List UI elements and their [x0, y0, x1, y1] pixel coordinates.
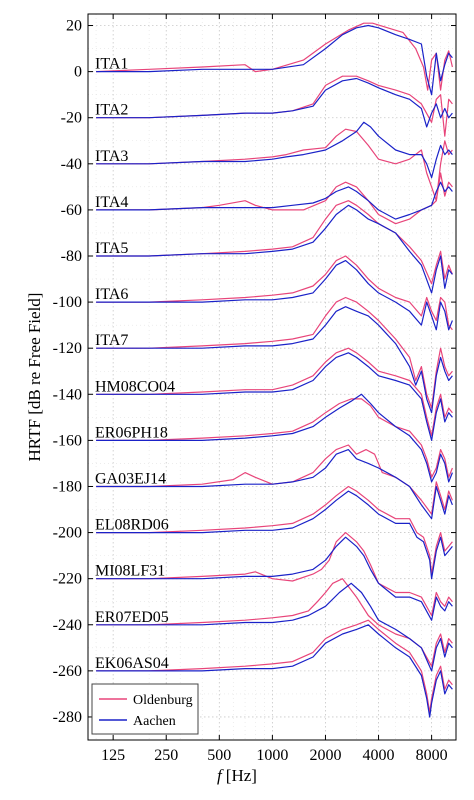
- curve-aachen-ga03ej14: [96, 449, 453, 520]
- y-tick-label: -60: [61, 202, 82, 219]
- subject-label-mi08lf31: MI08LF31: [95, 563, 165, 580]
- curve-oldenburg-ita6: [96, 255, 453, 331]
- curve-aachen-ita1: [96, 24, 453, 96]
- curve-oldenburg-ita1: [96, 22, 453, 91]
- subject-label-ita1: ITA1: [95, 56, 128, 73]
- legend: Oldenburg Aachen: [91, 683, 199, 735]
- curve-oldenburg-er06ph18: [96, 398, 453, 478]
- x-axis-unit: [Hz]: [226, 766, 257, 785]
- subject-label-ita6: ITA6: [95, 286, 128, 303]
- y-tick-label: -80: [61, 248, 82, 265]
- x-tick-label: 8000: [416, 747, 448, 764]
- curve-aachen-el08rd06: [96, 490, 453, 580]
- x-tick-label: 250: [154, 747, 178, 764]
- curve-aachen-ita7: [96, 306, 453, 414]
- curve-aachen-ek06as04: [96, 624, 453, 718]
- subject-label-er07ed05: ER07ED05: [95, 609, 169, 626]
- y-tick-label: -120: [53, 340, 82, 357]
- y-tick-label: -260: [53, 663, 82, 680]
- legend-label-aachen: Aachen: [133, 714, 176, 729]
- subject-label-er06ph18: ER06PH18: [95, 424, 168, 441]
- subject-label-ita4: ITA4: [95, 194, 128, 211]
- curve-oldenburg-ga03ej14: [96, 444, 453, 515]
- x-tick-label: 125: [101, 747, 125, 764]
- y-tick-label: -20: [61, 110, 82, 127]
- curve-aachen-ita2: [96, 77, 453, 128]
- subject-label-ga03ej14: GA03EJ14: [95, 470, 166, 487]
- y-tick-label: -280: [53, 709, 82, 726]
- y-tick-label: 0: [74, 64, 82, 81]
- x-axis-title: f [Hz]: [217, 766, 257, 785]
- subject-label-ita5: ITA5: [95, 240, 128, 257]
- curve-oldenburg-ita5: [96, 200, 453, 285]
- curve-aachen-ita4: [96, 181, 453, 220]
- y-axis-title: HRTF [dB re Free Field]: [25, 293, 44, 462]
- subject-label-hm08co04: HM08CO04: [95, 378, 175, 395]
- x-tick-label: 500: [207, 747, 231, 764]
- curve-oldenburg-el08rd06: [96, 485, 453, 575]
- curves: [96, 22, 453, 718]
- subject-labels: ITA1 ITA2 ITA3 ITA4 ITA5 ITA6 ITA7 HM08CO04 ER06…: [95, 56, 175, 672]
- y-tick-label: -100: [53, 294, 82, 311]
- subject-label-ita2: ITA2: [95, 102, 128, 119]
- y-tick-label: -220: [53, 571, 82, 588]
- curve-oldenburg-mi08lf31: [96, 532, 453, 617]
- curve-aachen-ita6: [96, 260, 453, 331]
- subject-label-el08rd06: EL08RD06: [95, 517, 169, 534]
- subject-label-ita7: ITA7: [95, 332, 128, 349]
- x-tick-label: 4000: [363, 747, 395, 764]
- x-tick-label: 2000: [309, 747, 341, 764]
- y-tick-label: -160: [53, 432, 82, 449]
- curve-aachen-er07ed05: [96, 582, 453, 672]
- legend-box: [91, 683, 199, 735]
- curve-aachen-ita5: [96, 204, 453, 294]
- x-ticks: 125 250 500 1000 2000 4000 8000: [101, 14, 448, 764]
- y-tick-label: -140: [53, 386, 82, 403]
- legend-label-oldenburg: Oldenburg: [133, 693, 193, 708]
- subject-label-ek06as04: EK06AS04: [95, 655, 169, 672]
- curve-aachen-ita3: [96, 121, 453, 179]
- y-ticks: 20 0 -20 -40 -60 -80 -100 -120 -140 -160 -180 -200 -…: [53, 18, 456, 726]
- curve-aachen-mi08lf31: [96, 536, 453, 621]
- curve-oldenburg-er07ed05: [96, 578, 453, 667]
- curve-oldenburg-ita4: [96, 172, 453, 225]
- x-tick-label: 1000: [256, 747, 288, 764]
- curve-oldenburg-hm08co04: [96, 347, 453, 437]
- curve-oldenburg-ita7: [96, 296, 453, 409]
- y-tick-label: -200: [53, 525, 82, 542]
- x-axis-var: f: [217, 766, 224, 785]
- curve-aachen-hm08co04: [96, 352, 453, 441]
- y-tick-label: -180: [53, 478, 82, 495]
- subject-label-ita3: ITA3: [95, 148, 128, 165]
- y-tick-label: -240: [53, 617, 82, 634]
- y-tick-label: -40: [61, 156, 82, 173]
- curve-aachen-er06ph18: [96, 393, 453, 483]
- curve-oldenburg-ek06as04: [96, 619, 453, 713]
- y-tick-label: 20: [66, 18, 82, 35]
